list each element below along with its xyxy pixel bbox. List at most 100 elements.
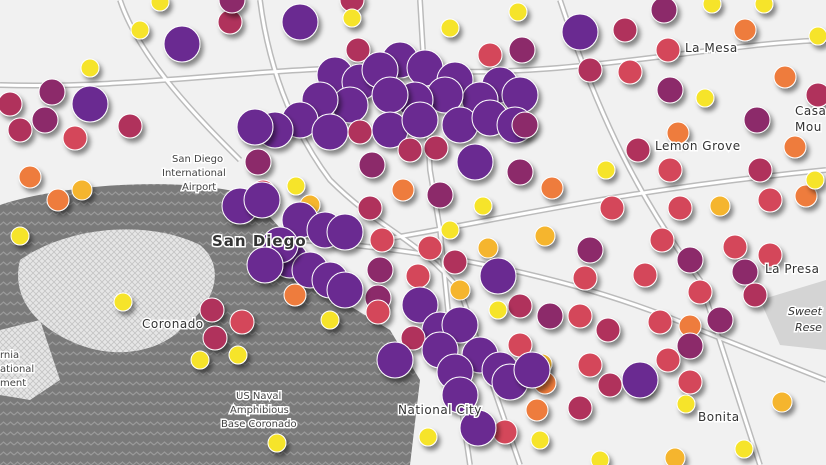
map-point[interactable]: [326, 271, 364, 309]
map-point[interactable]: [577, 57, 603, 83]
map-point[interactable]: [459, 409, 497, 447]
map-point[interactable]: [492, 419, 518, 445]
map-point[interactable]: [511, 111, 539, 139]
map-point[interactable]: [656, 76, 684, 104]
map-point[interactable]: [190, 350, 210, 370]
map-point[interactable]: [441, 306, 479, 344]
map-point[interactable]: [357, 195, 383, 221]
map-point[interactable]: [150, 0, 170, 12]
map-point[interactable]: [595, 317, 621, 343]
map-point[interactable]: [244, 148, 272, 176]
map-point[interactable]: [508, 36, 536, 64]
map-point[interactable]: [667, 195, 693, 221]
map-point[interactable]: [734, 439, 754, 459]
map-point[interactable]: [617, 59, 643, 85]
map-point[interactable]: [621, 361, 659, 399]
map-point[interactable]: [805, 170, 825, 190]
map-point[interactable]: [218, 0, 246, 14]
map-point[interactable]: [676, 332, 704, 360]
map-point[interactable]: [71, 85, 109, 123]
map-point[interactable]: [666, 121, 690, 145]
map-point[interactable]: [747, 157, 773, 183]
map-point[interactable]: [722, 234, 748, 260]
map-point[interactable]: [326, 213, 364, 251]
map-point[interactable]: [18, 165, 42, 189]
map-point[interactable]: [655, 37, 681, 63]
map-point[interactable]: [506, 158, 534, 186]
map-point[interactable]: [10, 226, 30, 246]
map-point[interactable]: [442, 249, 468, 275]
map-point[interactable]: [577, 352, 603, 378]
map-point[interactable]: [706, 306, 734, 334]
map-point[interactable]: [31, 106, 59, 134]
map-point[interactable]: [426, 181, 454, 209]
map-point[interactable]: [650, 0, 678, 24]
map-point[interactable]: [113, 292, 133, 312]
map-point[interactable]: [676, 394, 696, 414]
map-point[interactable]: [687, 279, 713, 305]
map-point[interactable]: [286, 176, 306, 196]
map-point[interactable]: [62, 125, 88, 151]
map-point[interactable]: [405, 263, 431, 289]
map-point[interactable]: [664, 447, 686, 465]
map-point[interactable]: [540, 176, 564, 200]
map-point[interactable]: [590, 450, 610, 465]
map-point[interactable]: [733, 18, 757, 42]
map-point[interactable]: [46, 188, 70, 212]
map-point[interactable]: [229, 309, 255, 335]
map-point[interactable]: [534, 225, 556, 247]
map-point[interactable]: [596, 160, 616, 180]
map-point[interactable]: [599, 195, 625, 221]
map-point[interactable]: [418, 427, 438, 447]
map-point[interactable]: [676, 246, 704, 274]
map-point[interactable]: [655, 347, 681, 373]
map-point[interactable]: [572, 265, 598, 291]
map-point[interactable]: [757, 242, 783, 268]
map-point[interactable]: [228, 345, 248, 365]
map-point[interactable]: [477, 42, 503, 68]
map-point[interactable]: [473, 196, 493, 216]
map-point[interactable]: [808, 26, 826, 46]
map-point[interactable]: [440, 220, 460, 240]
map-point[interactable]: [805, 82, 826, 108]
map-point[interactable]: [709, 195, 731, 217]
map-point[interactable]: [649, 227, 675, 253]
map-point[interactable]: [612, 17, 638, 43]
map-point[interactable]: [365, 299, 391, 325]
map-point[interactable]: [217, 9, 243, 35]
map-point[interactable]: [567, 395, 593, 421]
map-point[interactable]: [743, 106, 771, 134]
map-point[interactable]: [731, 258, 759, 286]
map-point[interactable]: [202, 325, 228, 351]
map-point[interactable]: [117, 113, 143, 139]
map-point[interactable]: [513, 351, 551, 389]
map-point[interactable]: [246, 246, 284, 284]
map-point[interactable]: [358, 151, 386, 179]
map-point[interactable]: [347, 119, 373, 145]
map-point[interactable]: [677, 369, 703, 395]
map-point[interactable]: [371, 76, 409, 114]
map-point[interactable]: [397, 137, 423, 163]
map-point[interactable]: [456, 143, 494, 181]
map-point[interactable]: [423, 135, 449, 161]
map-point[interactable]: [576, 236, 604, 264]
map-point[interactable]: [38, 78, 66, 106]
map-point[interactable]: [199, 297, 225, 323]
map-point[interactable]: [0, 91, 23, 117]
map-point[interactable]: [130, 20, 150, 40]
map-point[interactable]: [400, 325, 426, 351]
map-point[interactable]: [320, 310, 340, 330]
map-point[interactable]: [507, 293, 533, 319]
map-point[interactable]: [702, 0, 722, 14]
map-point[interactable]: [401, 101, 439, 139]
map-point[interactable]: [525, 398, 549, 422]
map-point[interactable]: [391, 178, 415, 202]
map-point[interactable]: [449, 279, 471, 301]
map-point[interactable]: [342, 8, 362, 28]
map-point[interactable]: [783, 135, 807, 159]
map-point[interactable]: [597, 372, 623, 398]
map-point[interactable]: [401, 286, 439, 324]
map-point[interactable]: [243, 181, 281, 219]
map-point[interactable]: [773, 65, 797, 89]
map-point[interactable]: [561, 13, 599, 51]
